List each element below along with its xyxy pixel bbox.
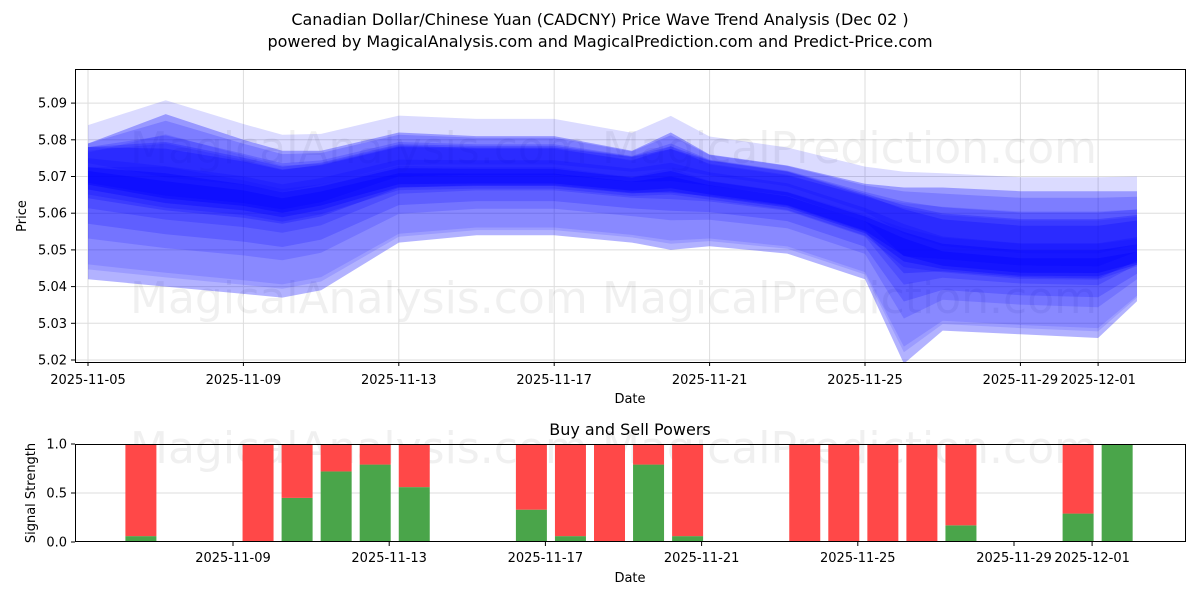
buy-bar [1101, 444, 1133, 542]
sell-bar [1062, 444, 1094, 514]
sell-bar [867, 444, 899, 542]
buy-bar [125, 536, 157, 542]
y-tick-label: 0.0 [46, 536, 67, 551]
main-chart: MagicalAnalysis.com MagicalPrediction.com… [15, 69, 1186, 407]
y-tick-label: 5.06 [38, 207, 67, 222]
wave-band [88, 135, 1137, 302]
wave-band [88, 100, 1137, 254]
y-tick-label: 5.09 [38, 97, 67, 112]
x-tick-label: 2025-11-25 [820, 551, 896, 566]
y-tick-label: 5.08 [38, 133, 67, 148]
wave-band [88, 171, 1137, 273]
wave-band [88, 120, 1137, 280]
x-tick-label: 2025-11-17 [508, 551, 584, 566]
sell-bar [828, 444, 860, 542]
x-tick-label: 2025-11-21 [664, 551, 740, 566]
y-tick-label: 5.04 [38, 280, 67, 295]
x-tick-label: 2025-11-17 [516, 373, 592, 388]
y-tick-label: 5.07 [38, 170, 67, 185]
x-tick-label: 2025-11-09 [206, 373, 282, 388]
sell-bar [906, 444, 938, 542]
main-x-axis: 2025-11-05 2025-11-09 2025-11-13 2025-11-17… [50, 362, 1136, 388]
wave-band [88, 165, 1137, 353]
wave-band [88, 142, 1137, 279]
sell-bar [398, 444, 430, 488]
sell-bar [242, 444, 274, 542]
buy-sell-chart: Buy and Sell Powers MagicalAnalysis.comM… [24, 420, 1186, 586]
y-tick-label: 1.0 [46, 438, 67, 453]
wave-band [88, 143, 1137, 319]
buy-sell-bars [125, 444, 1133, 542]
sell-bar [515, 444, 547, 510]
x-tick-label: 2025-11-09 [195, 551, 271, 566]
buy-bar [1062, 513, 1094, 542]
buy-bar [554, 536, 586, 542]
main-plot-frame [75, 69, 1186, 363]
x-tick-label: 2025-11-25 [827, 373, 903, 388]
sell-bar [594, 444, 625, 542]
wave-band [88, 114, 1137, 362]
x-tick-label: 2025-11-05 [50, 373, 126, 388]
x-tick-label: 2025-11-21 [672, 373, 748, 388]
x-tick-label: 2025-12-01 [1060, 373, 1136, 388]
bottom-y-axis: 0.0 0.5 1.0 [46, 438, 75, 551]
x-tick-label: 2025-11-29 [983, 373, 1059, 388]
price-wave-bands [88, 100, 1137, 362]
buy-bar [359, 464, 391, 542]
buy-bar [515, 509, 547, 542]
watermark: MagicalAnalysis.com [130, 123, 588, 174]
chart-title: Canadian Dollar/Chinese Yuan (CADCNY) Pr… [291, 10, 909, 29]
sell-bar [281, 444, 313, 498]
main-x-axis-label: Date [614, 392, 645, 407]
sell-bar [320, 444, 352, 472]
sell-bar [789, 444, 821, 542]
watermark: MagicalPrediction.com [602, 123, 1097, 174]
wave-band [88, 158, 1137, 286]
main-watermarks: MagicalAnalysis.com MagicalPrediction.com… [130, 123, 1097, 324]
bottom-plot-frame [75, 444, 1186, 542]
x-tick-label: 2025-11-13 [361, 373, 437, 388]
y-tick-label: 0.5 [46, 487, 67, 502]
bottom-x-axis-label: Date [614, 571, 645, 586]
y-tick-label: 5.05 [38, 243, 67, 258]
sell-bar [359, 444, 391, 465]
chart-subtitle: powered by MagicalAnalysis.com and Magic… [267, 32, 933, 51]
watermark: MagicalAnalysis.com [130, 423, 588, 474]
buy-bar [320, 471, 352, 542]
buy-bar [945, 525, 977, 542]
sell-bar [125, 444, 157, 537]
sell-bar [554, 444, 586, 537]
bottom-y-axis-label: Signal Strength [24, 443, 39, 543]
buy-sell-title: Buy and Sell Powers [549, 420, 711, 439]
main-y-axis: 5.02 5.03 5.04 5.05 5.06 5.07 5.08 5.09 [38, 97, 75, 369]
watermark: MagicalAnalysis.com [130, 273, 588, 324]
sell-bar [672, 444, 704, 537]
sell-bar [945, 444, 977, 526]
x-tick-label: 2025-11-13 [351, 551, 427, 566]
wave-band [88, 134, 1137, 347]
y-tick-label: 5.03 [38, 317, 67, 332]
buy-bar [633, 464, 665, 542]
sell-bar [633, 444, 665, 465]
y-tick-label: 5.02 [38, 354, 67, 369]
watermark: MagicalPrediction.com [602, 273, 1097, 324]
wave-band [88, 146, 1137, 267]
main-y-axis-label: Price [15, 200, 30, 232]
bottom-x-axis: 2025-11-09 2025-11-13 2025-11-17 2025-11-21… [195, 542, 1130, 566]
buy-bar [672, 536, 704, 542]
x-tick-label: 2025-12-01 [1054, 551, 1130, 566]
main-grid [75, 69, 1186, 362]
wave-band [88, 167, 1137, 277]
buy-bar [398, 487, 430, 542]
x-tick-label: 2025-11-29 [976, 551, 1052, 566]
buy-bar [281, 497, 313, 542]
